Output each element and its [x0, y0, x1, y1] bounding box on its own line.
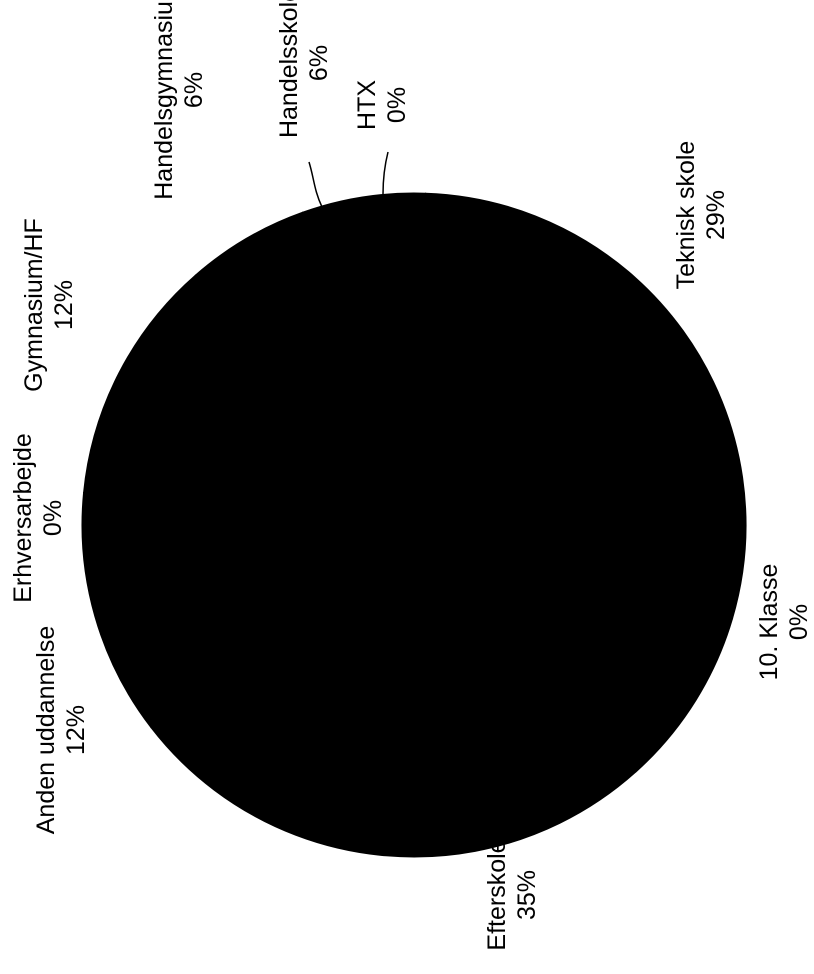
slice-label-erhversarbejde: Erhversarbejde 0% [9, 433, 67, 603]
slice-name-label: Gymnasium/HF [20, 218, 48, 392]
leader-lines-layer [308, 151, 389, 208]
slice-name-label: Erhversarbejde [9, 433, 37, 603]
slice-name-label: Handelsskole [275, 0, 303, 138]
slice-name-label: Anden uddannelse [32, 626, 60, 835]
slice-name-label: Efterskole [483, 839, 511, 950]
slice-label-gymnasium-hf: Gymnasium/HF 12% [20, 218, 78, 392]
pie-slice-gymnasium-hf [83, 274, 416, 526]
slice-label-handelsskole: Handelsskole 6% [275, 0, 333, 138]
slice-name-label: 10. Klasse [755, 564, 783, 681]
slice-label-anden-uddannelse: Anden uddannelse 12% [32, 626, 90, 835]
pie-slice-anden-uddannelse [81, 492, 416, 729]
slices-layer [81, 192, 747, 858]
slice-value-label: 0% [785, 604, 813, 640]
slice-label-htx: HTX 0% [353, 80, 411, 130]
slice-name-label: HTX [353, 80, 381, 130]
slice-label-teknisk-skole: Teknisk skole 29% [672, 141, 730, 290]
slice-value-label: 0% [383, 87, 411, 123]
slice-name-label: Teknisk skole [672, 141, 700, 290]
slice-value-label: 12% [50, 280, 78, 330]
pie-slice-handelsskole [301, 192, 427, 526]
slice-value-label: 0% [39, 500, 67, 536]
pie-slice-handelsgymnasium [194, 211, 415, 526]
slice-label-10-klasse: 10. Klasse 0% [755, 564, 813, 681]
slice-value-label: 12% [62, 705, 90, 755]
leader-line-handelsskole [308, 161, 323, 208]
pie-slice-efterskole [150, 524, 734, 858]
leader-line-htx [382, 151, 389, 195]
slice-value-label: 6% [305, 45, 333, 81]
slice-label-handelsgymnasium: Handelsgymnasium 6% [150, 0, 208, 200]
slice-name-label: Handelsgymnasium [150, 0, 178, 200]
pie-slice-teknisk-skole [413, 192, 747, 620]
slice-label-efterskole: Efterskole 35% [483, 839, 541, 950]
slice-value-label: 6% [180, 72, 208, 108]
slice-value-label: 29% [702, 190, 730, 240]
labels-layer: Teknisk skole 29%10. Klasse 0%Efterskole 35… [9, 0, 813, 951]
slice-value-label: 35% [513, 870, 541, 920]
